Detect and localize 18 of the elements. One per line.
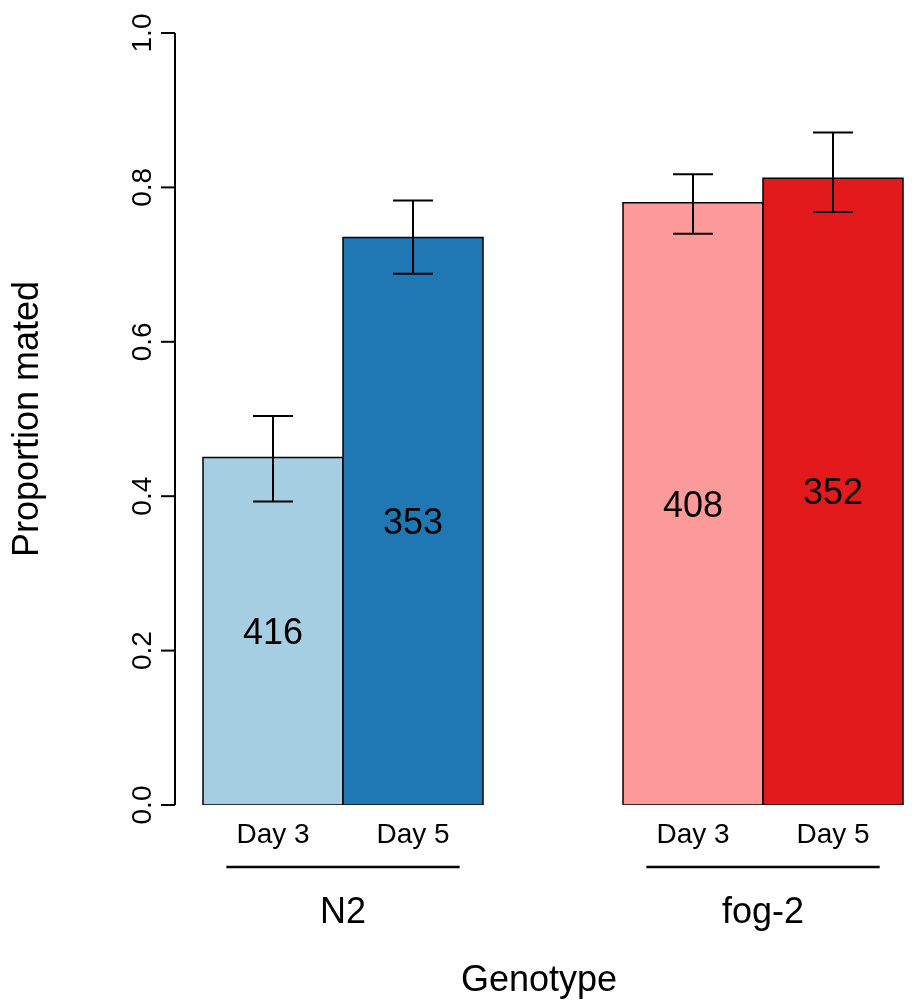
annotation: 408 (662, 483, 724, 525)
x-axis-title: Genotype (460, 958, 618, 999)
y-tick-label: 0.6 (126, 322, 157, 362)
y-tick-label: 0.4 (126, 476, 157, 516)
x-tick-label: Day 5 (376, 818, 450, 849)
y-tick-label: 1.0 (126, 13, 157, 53)
x-tick-label: Day 3 (656, 818, 730, 849)
annotation: 352 (802, 471, 864, 513)
text: fog-2 (721, 890, 805, 931)
text: N2 (319, 890, 367, 931)
y-tick-label: 0.2 (126, 631, 157, 671)
y-tick-label: 0.8 (126, 167, 157, 207)
annotation: 416 (242, 611, 304, 653)
x-tick-label: Day 5 (796, 818, 870, 849)
annotation: 353 (382, 501, 444, 543)
y-tick-label: 0.0 (126, 785, 157, 825)
x-tick-label: Day 3 (236, 818, 310, 849)
y-axis-title: Proportion mated (4, 280, 46, 558)
